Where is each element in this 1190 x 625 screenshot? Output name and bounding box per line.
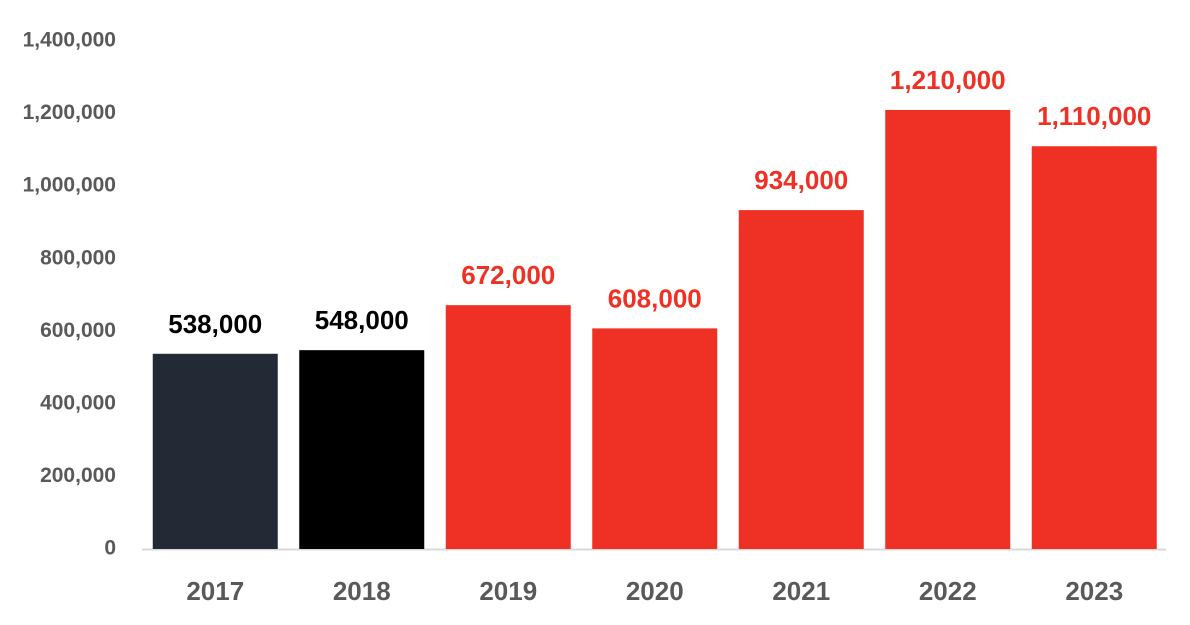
y-tick-label: 800,000 xyxy=(40,246,116,269)
bar-2023 xyxy=(1031,146,1157,549)
bars xyxy=(152,109,1157,549)
y-tick-label: 1,400,000 xyxy=(23,29,116,52)
bar-2021 xyxy=(738,210,864,549)
data-label-2018: 548,000 xyxy=(315,305,409,335)
x-tick-label: 2019 xyxy=(479,576,537,606)
y-tick-label: 200,000 xyxy=(40,464,116,487)
data-label-2021: 934,000 xyxy=(754,165,848,195)
data-labels: 538,000 548,000 672,000 608,000 934,000 1,210… xyxy=(168,65,1151,339)
data-label-2017: 538,000 xyxy=(168,309,262,339)
bar-2022 xyxy=(885,109,1011,549)
y-tick-label: 0 xyxy=(104,537,116,560)
y-tick-label: 600,000 xyxy=(40,319,116,342)
y-tick-label: 1,000,000 xyxy=(23,174,116,197)
y-tick-label: 1,200,000 xyxy=(23,101,116,124)
bar-2019 xyxy=(445,305,571,549)
data-label-2019: 672,000 xyxy=(461,260,555,290)
bar-2017 xyxy=(152,353,278,549)
x-tick-label: 2023 xyxy=(1065,576,1123,606)
x-tick-label: 2017 xyxy=(186,576,244,606)
bar-2018 xyxy=(299,350,425,549)
x-tick-label: 2021 xyxy=(772,576,830,606)
y-axis-ticks: 0 200,000 400,000 600,000 800,000 1,000,000 1,… xyxy=(23,29,116,560)
data-label-2020: 608,000 xyxy=(608,283,702,313)
x-axis-ticks: 2017 2018 2019 2020 2021 2022 2023 xyxy=(186,576,1123,606)
x-tick-label: 2018 xyxy=(333,576,391,606)
data-label-2023: 1,110,000 xyxy=(1037,101,1151,131)
bar-2020 xyxy=(592,328,718,549)
x-tick-label: 2022 xyxy=(919,576,977,606)
data-label-2022: 1,210,000 xyxy=(890,65,1006,95)
y-tick-label: 400,000 xyxy=(40,391,116,414)
x-tick-label: 2020 xyxy=(626,576,684,606)
